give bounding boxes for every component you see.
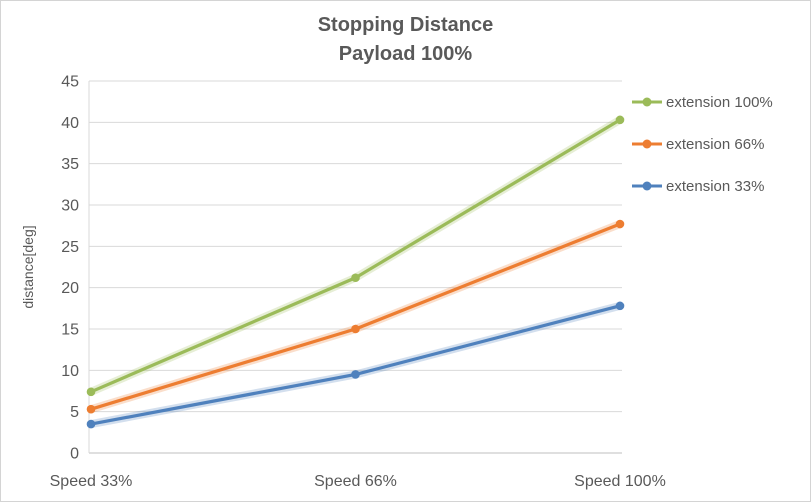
chart-title: Stopping Distance bbox=[317, 14, 494, 36]
legend-marker-icon bbox=[632, 139, 662, 149]
legend-label: extension 100% bbox=[666, 93, 773, 111]
legend-marker-icon bbox=[632, 97, 662, 107]
data-point-marker bbox=[351, 370, 360, 379]
y-tick-label: 0 bbox=[70, 446, 79, 463]
y-tick-label: 15 bbox=[61, 322, 79, 339]
data-point-marker bbox=[351, 324, 360, 334]
data-point-marker bbox=[351, 273, 360, 283]
legend-entry: extension 66% bbox=[632, 135, 773, 153]
x-tick-label: Speed 100% bbox=[574, 473, 666, 490]
y-tick-label: 30 bbox=[61, 198, 79, 215]
legend-label: extension 33% bbox=[666, 177, 765, 195]
data-point-marker bbox=[615, 219, 625, 229]
y-tick-label: 45 bbox=[61, 74, 79, 91]
data-point-marker bbox=[615, 301, 625, 311]
y-tick-label: 40 bbox=[61, 115, 79, 132]
legend: extension 100% extension 66% extension 33% bbox=[632, 93, 773, 219]
legend-entry: extension 100% bbox=[632, 93, 773, 111]
y-tick-label: 20 bbox=[61, 280, 79, 297]
y-tick-label: 25 bbox=[61, 239, 79, 256]
y-tick-label: 5 bbox=[70, 404, 79, 421]
data-point-marker bbox=[86, 387, 96, 397]
y-tick-label: 10 bbox=[61, 363, 79, 380]
legend-label: extension 66% bbox=[666, 135, 765, 153]
data-point-marker bbox=[86, 404, 96, 414]
y-tick-label: 35 bbox=[61, 156, 79, 173]
series-line-glow bbox=[87, 220, 624, 414]
data-point-marker bbox=[86, 419, 96, 429]
legend-entry: extension 33% bbox=[632, 177, 773, 195]
x-tick-label: Speed 33% bbox=[50, 473, 133, 490]
chart-subtitle: Payload 100% bbox=[338, 43, 473, 65]
data-point-marker bbox=[615, 115, 625, 125]
series-line-glow bbox=[87, 301, 624, 429]
legend-marker-icon bbox=[632, 181, 662, 191]
y-axis-label: distance[deg] bbox=[20, 225, 36, 309]
x-tick-label: Speed 66% bbox=[314, 473, 397, 490]
chart-title-block: Stopping Distance Payload 100% bbox=[1, 11, 810, 69]
